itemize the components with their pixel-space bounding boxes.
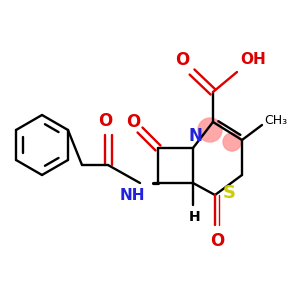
Text: CH₃: CH₃ [264,115,288,128]
Text: S: S [223,184,236,202]
Text: H: H [189,210,201,224]
Text: O: O [175,51,189,69]
Text: OH: OH [240,52,266,68]
Text: O: O [98,112,112,130]
Circle shape [198,118,222,142]
Text: N: N [188,127,202,145]
Text: O: O [210,232,224,250]
Text: O: O [126,113,140,131]
Text: NH: NH [119,188,145,202]
Circle shape [223,133,241,151]
